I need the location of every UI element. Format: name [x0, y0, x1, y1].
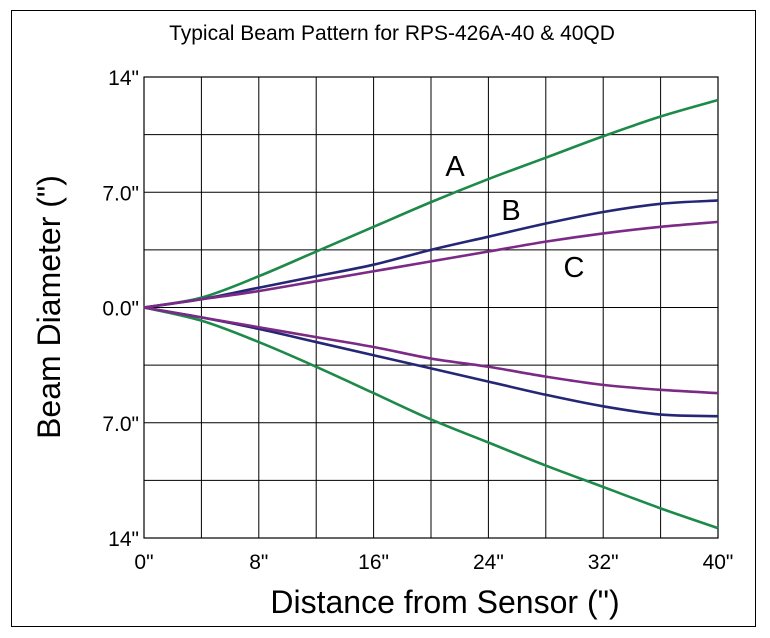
x-tick-label: 16": [358, 551, 389, 574]
x-tick-label: 32": [588, 551, 619, 574]
x-tick-label: 8": [249, 551, 268, 574]
y-tick-label: 14": [108, 528, 139, 551]
curve-c-lower: [143, 306, 719, 395]
curve-a-upper: [143, 98, 719, 309]
curve-a-lower: [143, 306, 719, 530]
y-axis-title: Beam Diameter ("): [31, 175, 67, 439]
y-tick-label: 14": [108, 67, 139, 90]
y-tick-label: 7.0": [102, 182, 139, 205]
x-axis-title: Distance from Sensor ("): [270, 584, 619, 620]
chart-title: Typical Beam Pattern for RPS-426A-40 & 4…: [169, 22, 615, 45]
curve-c-upper: [143, 220, 719, 309]
x-tick-label: 40": [703, 551, 734, 574]
curve-label-c: C: [564, 252, 585, 284]
y-tick-label: 7.0": [102, 413, 139, 436]
x-tick-label: 24": [473, 551, 504, 574]
y-tick-label: 0.0": [102, 298, 139, 321]
curve-b-upper: [143, 199, 719, 309]
curve-label-b: B: [501, 195, 520, 227]
curve-label-a: A: [445, 151, 465, 183]
x-tick-label: 0": [134, 551, 153, 574]
chart-frame: [11, 10, 756, 627]
